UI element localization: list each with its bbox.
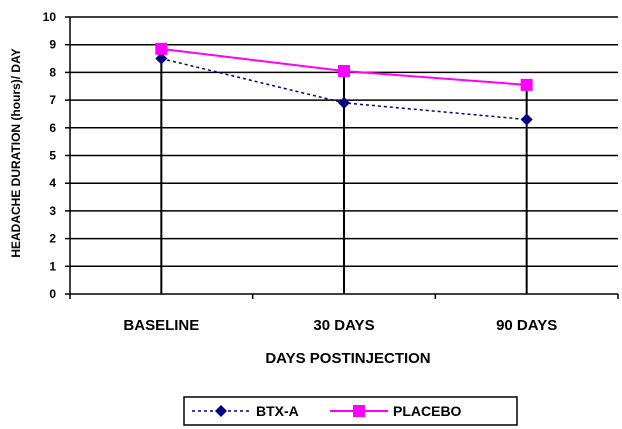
- y-tick-label: 6: [49, 121, 56, 135]
- legend: BTX-A PLACEBO: [183, 396, 518, 426]
- y-axis-ticks: 0 1 2 3 4 5 6 7 8 9 10: [43, 10, 70, 301]
- y-tick-label: 9: [49, 38, 56, 52]
- x-axis-title: DAYS POSTINJECTION: [265, 350, 430, 367]
- legend-placebo-label: PLACEBO: [393, 403, 462, 419]
- category-drop-lines: [160, 48, 528, 294]
- legend-btx-label: BTX-A: [256, 403, 299, 419]
- y-tick-label: 4: [49, 176, 56, 190]
- legend-btx-marker: [215, 405, 227, 417]
- data-point: [155, 52, 168, 65]
- x-axis-ticks: [69, 294, 619, 299]
- data-point: [155, 42, 168, 55]
- y-tick-label: 1: [49, 259, 56, 273]
- y-axis-title: HEADACHE DURATION (hours)/ DAY: [9, 48, 23, 257]
- x-category-label: 90 DAYS: [496, 317, 557, 334]
- data-point: [520, 78, 533, 91]
- x-category-label: BASELINE: [123, 317, 199, 334]
- y-tick-label: 2: [49, 232, 56, 246]
- x-category-label: 30 DAYS: [313, 317, 374, 334]
- series-group: [155, 42, 533, 126]
- legend-box: [183, 396, 518, 426]
- y-tick-label: 0: [49, 287, 56, 301]
- data-point: [338, 96, 350, 109]
- y-tick-label: 8: [49, 65, 56, 79]
- y-tick-label: 10: [43, 10, 57, 24]
- data-point: [338, 65, 350, 78]
- y-tick-label: 5: [49, 149, 56, 163]
- y-tick-label: 7: [49, 93, 56, 107]
- y-tick-label: 3: [49, 204, 56, 218]
- x-category-labels: BASELINE 30 DAYS 90 DAYS: [123, 317, 557, 334]
- legend-placebo-marker: [353, 405, 365, 417]
- data-point: [520, 113, 533, 126]
